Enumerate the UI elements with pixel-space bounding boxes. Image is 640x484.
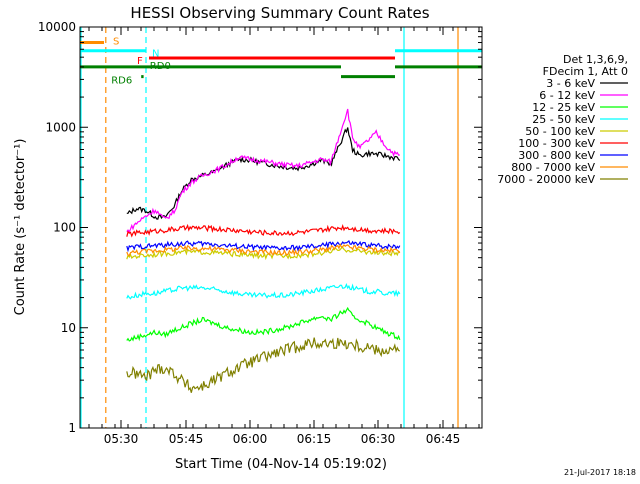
legend-entry-label: 50 - 100 keV	[525, 125, 595, 138]
y-tick-label: 100	[53, 221, 76, 235]
chart-title: HESSI Observing Summary Count Rates	[130, 4, 429, 22]
y-tick-label: 10	[61, 321, 76, 335]
x-tick-label: 06:45	[426, 432, 461, 446]
series-line	[126, 246, 401, 261]
y-tick-label: 1000	[45, 120, 76, 134]
y-tick-label: 10000	[38, 20, 76, 34]
legend-header: Det 1,3,6,9,	[563, 53, 628, 66]
footer-date: 21-Jul-2017 18:18	[564, 468, 636, 477]
series-line	[126, 108, 400, 234]
legend-entry-label: 3 - 6 keV	[546, 77, 595, 90]
x-tick-label: 05:30	[104, 432, 139, 446]
flag-label: F	[137, 56, 143, 67]
x-tick-label: 06:15	[297, 432, 332, 446]
series-line	[126, 337, 401, 393]
legend-entry-label: 800 - 7000 keV	[511, 161, 595, 174]
legend-entry-label: 100 - 300 keV	[518, 137, 595, 150]
legend-entry-label: 300 - 800 keV	[518, 149, 595, 162]
legend-entry-label: 12 - 25 keV	[532, 101, 595, 114]
series-line	[126, 223, 401, 238]
legend-header: FDecim 1, Att 0	[543, 65, 628, 78]
y-axis-label: Count Rate (s⁻¹ detector⁻¹)	[13, 139, 28, 316]
legend-entry-label: 7000 - 20000 keV	[497, 173, 595, 186]
x-axis-label: Start Time (04-Nov-14 05:19:02)	[175, 457, 387, 472]
y-tick-label: 1	[68, 421, 76, 435]
legend-entry-label: 6 - 12 keV	[539, 89, 595, 102]
x-tick-label: 06:30	[361, 432, 396, 446]
series-line	[126, 240, 401, 253]
x-tick-label: 06:00	[233, 432, 268, 446]
flag-label: RD0	[150, 61, 171, 72]
series-line	[126, 306, 401, 342]
flag-label: N	[152, 49, 159, 60]
x-tick-label: 05:45	[169, 432, 204, 446]
legend-entry-label: 25 - 50 keV	[532, 113, 595, 126]
series-line	[126, 243, 401, 257]
series-line	[126, 283, 401, 300]
flag-label: S	[113, 37, 119, 48]
flag-label: RD6	[111, 76, 132, 87]
